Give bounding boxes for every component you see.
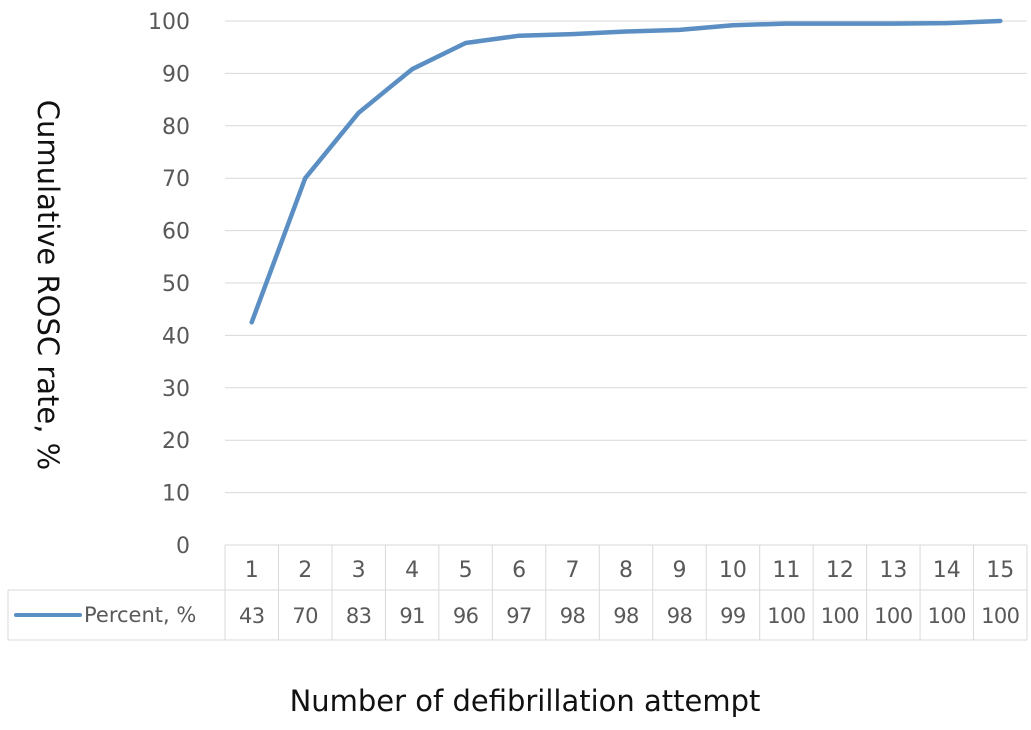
- x-tick-label: 14: [933, 558, 961, 583]
- y-axis-label: Cumulative ROSC rate, %: [31, 99, 65, 471]
- table-value: 100: [928, 604, 966, 628]
- table-value: 99: [720, 604, 746, 628]
- x-tick-label: 5: [459, 558, 473, 583]
- x-tick-label: 7: [566, 558, 580, 583]
- x-axis-label: Number of defibrillation attempt: [289, 684, 761, 718]
- y-tick-label: 70: [162, 167, 190, 192]
- y-tick-label: 50: [162, 272, 190, 297]
- series-line: [249, 18, 1003, 325]
- x-tick-label: 3: [352, 558, 366, 583]
- y-tick-label: 40: [162, 324, 190, 349]
- x-tick-label: 2: [298, 558, 312, 583]
- x-tick-label: 13: [879, 558, 907, 583]
- y-tick-label: 60: [162, 220, 190, 245]
- x-tick-label: 15: [986, 558, 1014, 583]
- table-value: 96: [453, 604, 479, 628]
- table-value: 98: [613, 604, 639, 628]
- x-tick-label: 6: [512, 558, 526, 583]
- table-value: 100: [874, 604, 912, 628]
- table-value: 91: [399, 604, 425, 628]
- x-tick-label: 9: [672, 558, 686, 583]
- y-tick-label: 20: [162, 429, 190, 454]
- table-value: 98: [560, 604, 586, 628]
- x-tick-label: 1: [245, 558, 259, 583]
- table-value: 83: [346, 604, 372, 628]
- x-tick-label: 8: [619, 558, 633, 583]
- x-tick-label: 10: [719, 558, 747, 583]
- x-tick-label: 11: [772, 558, 800, 583]
- legend-label: Percent, %: [84, 603, 196, 627]
- table-value: 43: [239, 604, 265, 628]
- y-tick-label: 30: [162, 377, 190, 402]
- table-value: 97: [506, 604, 532, 628]
- y-tick-label: 80: [162, 115, 190, 140]
- table-value: 98: [667, 604, 693, 628]
- y-tick-label: 10: [162, 482, 190, 507]
- x-tick-label: 12: [826, 558, 854, 583]
- y-tick-label: 100: [148, 10, 190, 35]
- table-value: 70: [292, 604, 318, 628]
- y-tick-label: 0: [176, 534, 190, 559]
- table-value: 100: [821, 604, 859, 628]
- table-value: 100: [981, 604, 1019, 628]
- table-value: 100: [767, 604, 805, 628]
- y-tick-label: 90: [162, 62, 190, 87]
- x-tick-label: 4: [405, 558, 419, 583]
